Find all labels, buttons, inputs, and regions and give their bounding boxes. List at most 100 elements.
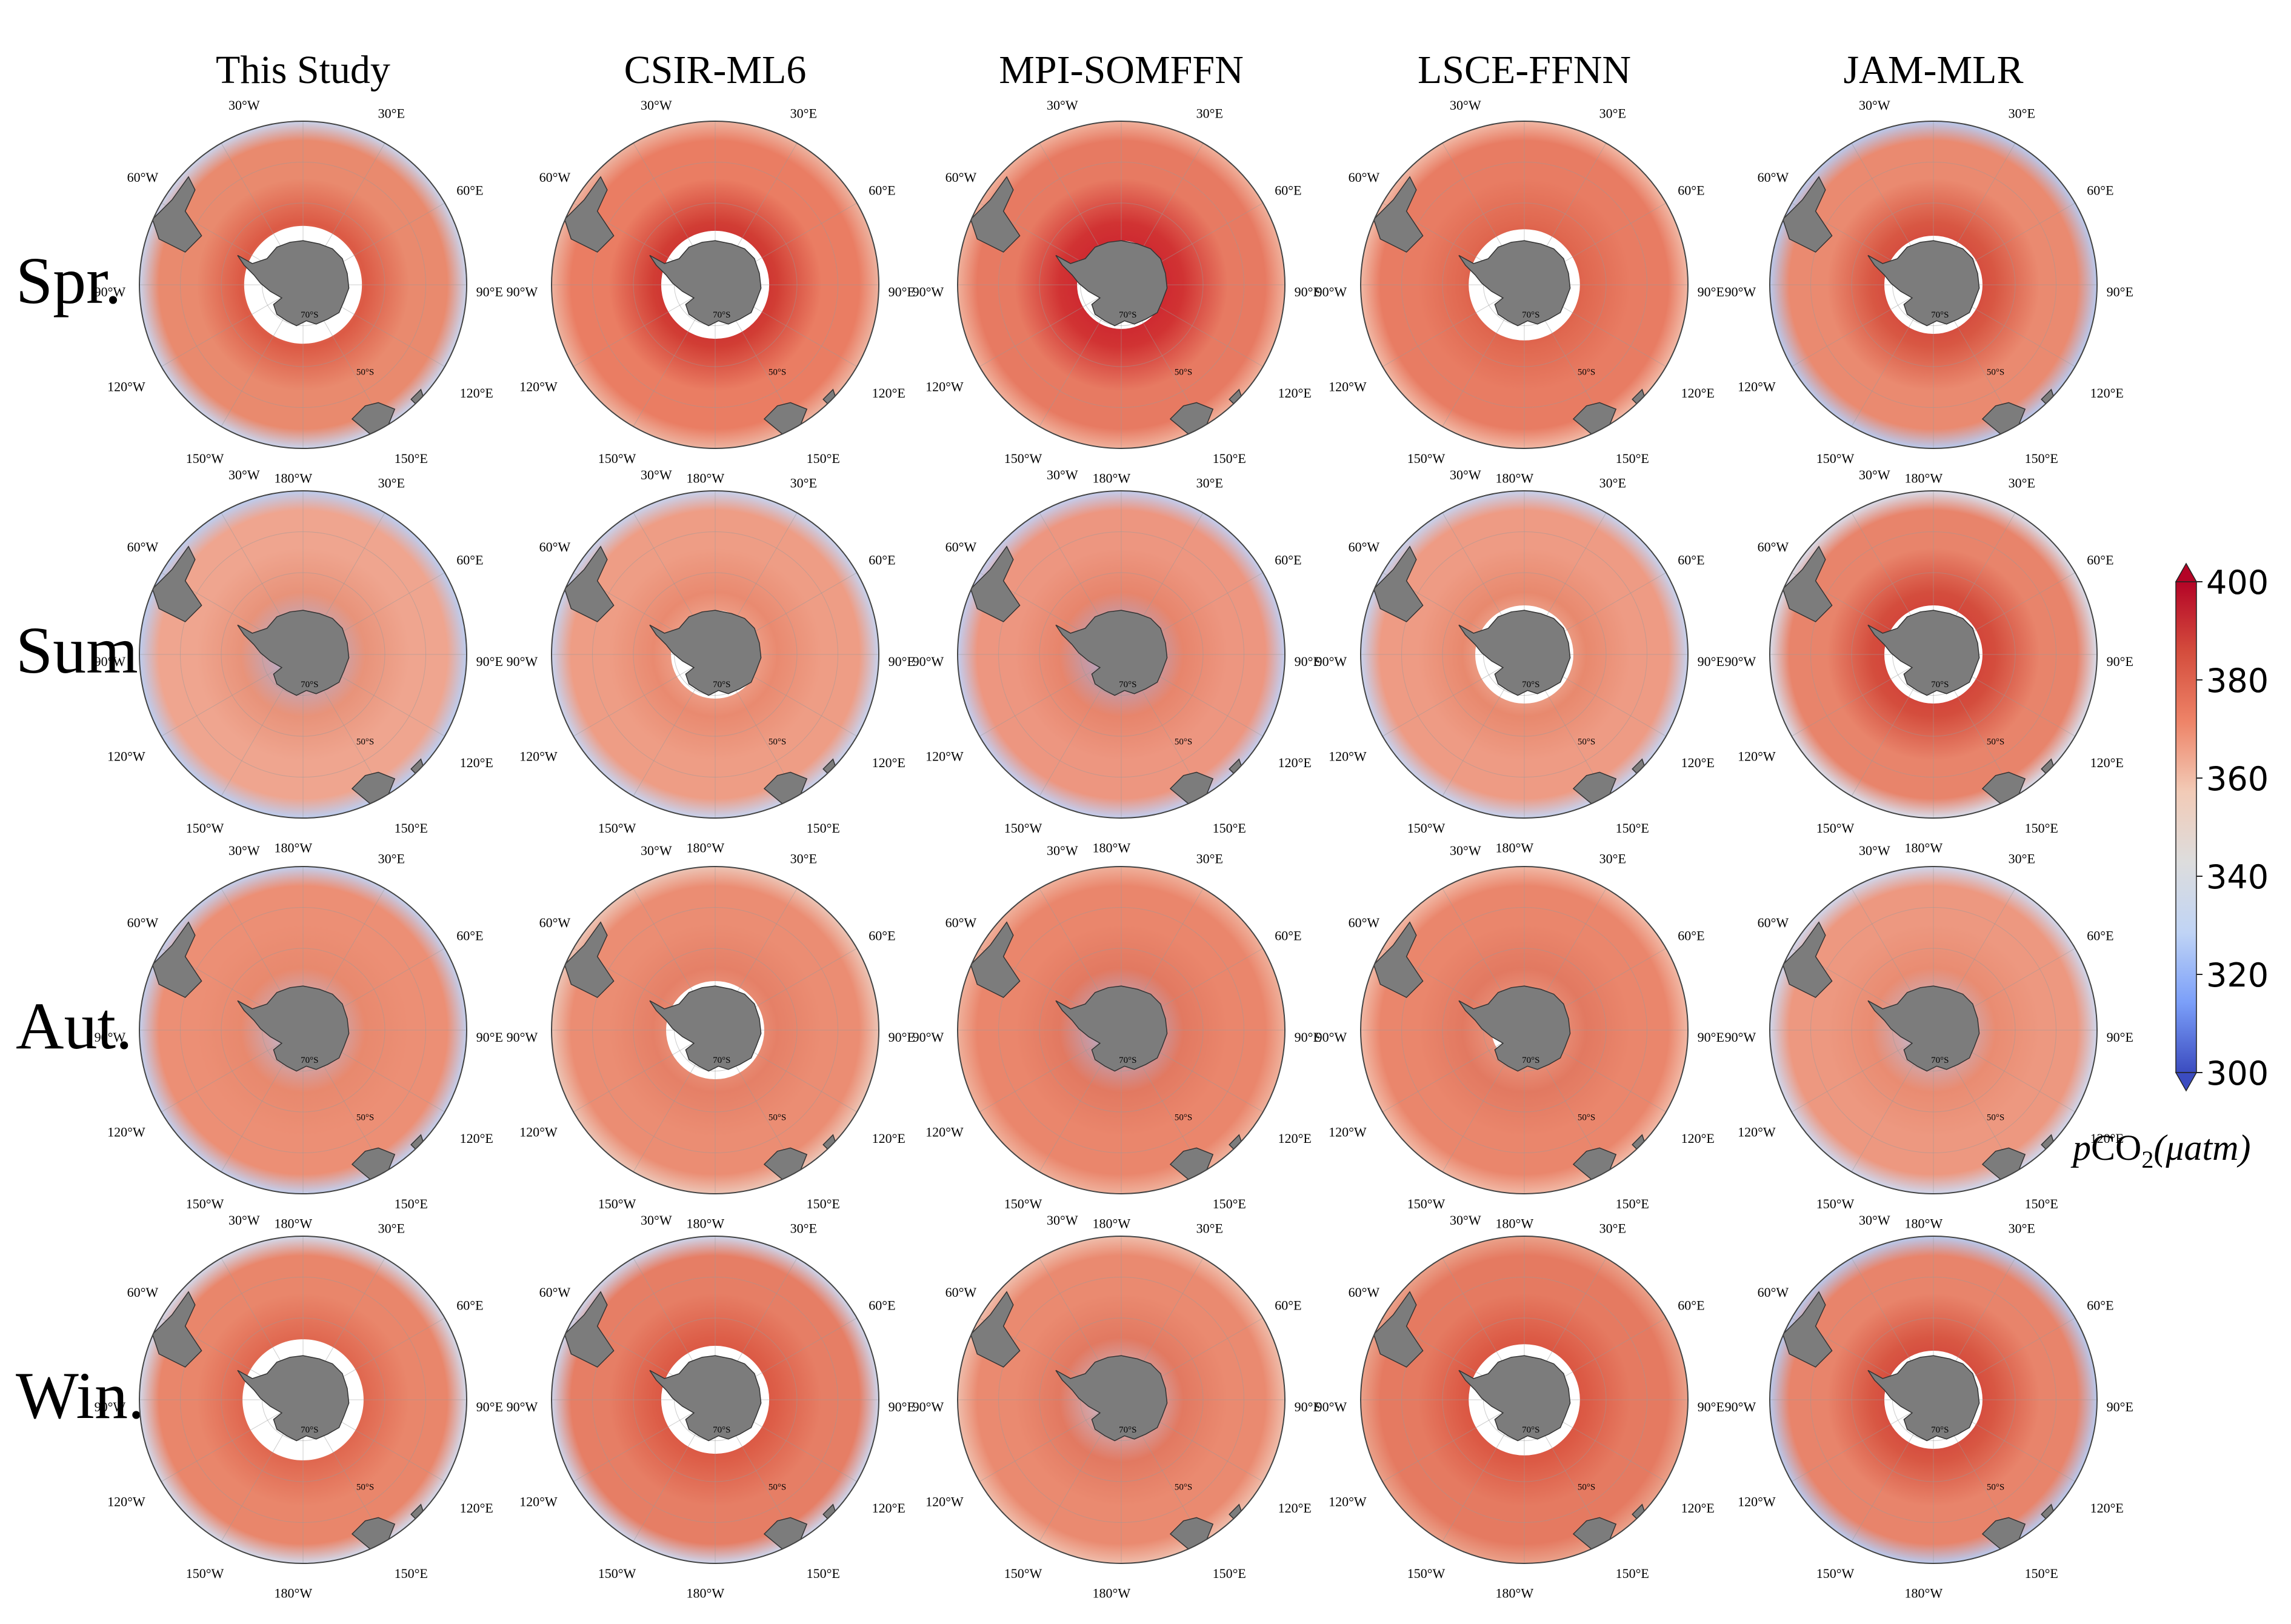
map-boundary [1769, 121, 2098, 449]
latitude-label: 50°S [1175, 737, 1192, 747]
antarctica-landmass [1867, 1355, 1980, 1442]
longitude-label: 150°W [1407, 1196, 1446, 1211]
longitude-label: 30°W [1859, 467, 1890, 482]
polar-map-svg: 30°W 30°E 60°W 60°E 90°W 90°E 120°W 120°E 150°W 1… [1316, 1213, 1724, 1601]
longitude-label: 90°W [1316, 1030, 1347, 1045]
longitude-label: 180°W [275, 471, 313, 486]
longitude-label: 120°E [1681, 1131, 1715, 1146]
polar-map-svg: 30°W 30°E 60°W 60°E 90°W 90°E 120°W 120°E 150°W 1… [1725, 467, 2133, 856]
longitude-label: 120°E [872, 1131, 905, 1146]
antarctica-landmass [649, 610, 762, 696]
colorbar-tick-label: 400 [2206, 564, 2269, 602]
south-america-landmass [152, 1291, 202, 1368]
polar-map-svg: 30°W 30°E 60°W 60°E 90°W 90°E 120°W 120°E 150°W 1… [913, 467, 1321, 856]
longitude-label: 30°E [1196, 1221, 1223, 1236]
longitude-label: 120°E [1681, 1500, 1715, 1516]
longitude-label: 180°W [1496, 1216, 1534, 1231]
longitude-label: 90°W [913, 284, 944, 299]
longitude-label: 60°E [1275, 552, 1301, 567]
longitude-label: 60°W [127, 1285, 159, 1300]
longitude-label: 120°W [1329, 748, 1367, 764]
polar-map: 30°W 30°E 60°W 60°E 90°W 90°E 120°W 120°E 150°W 1… [507, 824, 921, 1236]
south-america-landmass [970, 176, 1021, 253]
antarctica-landmass [1458, 240, 1571, 327]
longitude-label: 150°E [807, 1566, 840, 1581]
south-america-landmass [970, 1291, 1021, 1368]
longitude-label: 30°E [378, 106, 405, 121]
map-boundary [1769, 490, 2098, 819]
longitude-label: 150°E [1616, 820, 1649, 836]
longitude-label: 30°W [1450, 98, 1481, 113]
longitude-label: 90°E [889, 284, 915, 299]
map-boundary [1769, 1236, 2098, 1564]
longitude-label: 90°W [913, 1030, 944, 1045]
latitude-label: 50°S [1175, 1483, 1192, 1493]
polar-map: 30°W 30°E 60°W 60°E 90°W 90°E 120°W 120°E 150°W 1… [95, 1194, 509, 1606]
polar-map-svg: 30°W 30°E 60°W 60°E 90°W 90°E 120°W 120°E 150°W 1… [95, 467, 503, 856]
longitude-label: 30°E [1599, 851, 1626, 867]
longitude-label: 150°W [598, 820, 636, 836]
south-america-landmass [1373, 921, 1424, 998]
longitude-label: 60°E [869, 182, 895, 198]
longitude-label: 90°E [1698, 284, 1724, 299]
south-america-landmass [970, 921, 1021, 998]
map-boundary [551, 866, 879, 1194]
longitude-label: 90°E [476, 1399, 503, 1414]
longitude-label: 180°W [1093, 840, 1131, 856]
latitude-label: 50°S [356, 1113, 374, 1123]
longitude-label: 30°W [641, 98, 672, 113]
latitude-label: 50°S [1987, 1113, 2004, 1123]
longitude-label: 30°E [1599, 106, 1626, 121]
polar-map-svg: 30°W 30°E 60°W 60°E 90°W 90°E 120°W 120°E 150°W 1… [507, 98, 915, 486]
map-boundary [139, 121, 467, 449]
map-boundary [551, 121, 879, 449]
longitude-label: 180°W [687, 471, 725, 486]
polar-map: 30°W 30°E 60°W 60°E 90°W 90°E 120°W 120°E 150°W 1… [913, 79, 1327, 491]
polar-map: 30°W 30°E 60°W 60°E 90°W 90°E 120°W 120°E 150°W 1… [1725, 79, 2139, 491]
longitude-label: 90°W [913, 1399, 944, 1414]
colorbar-title-main: CO [2091, 1128, 2142, 1168]
longitude-label: 30°W [641, 1213, 672, 1228]
longitude-label: 30°W [1450, 467, 1481, 482]
longitude-label: 90°W [1725, 654, 1756, 669]
longitude-label: 30°E [790, 106, 817, 121]
polar-map-svg: 30°W 30°E 60°W 60°E 90°W 90°E 120°W 120°E 150°W 1… [1725, 98, 2133, 486]
polar-map-svg: 30°W 30°E 60°W 60°E 90°W 90°E 120°W 120°E 150°W 1… [913, 98, 1321, 486]
longitude-label: 180°W [275, 1216, 313, 1231]
map-boundary [139, 490, 467, 819]
latitude-label: 50°S [1175, 1113, 1192, 1123]
latitude-label: 70°S [301, 310, 318, 320]
latitude-label: 70°S [713, 310, 730, 320]
longitude-label: 150°E [395, 820, 428, 836]
colorbar-title-prefix: p [2073, 1128, 2091, 1168]
longitude-label: 120°W [107, 1124, 145, 1139]
longitude-label: 180°W [1093, 471, 1131, 486]
colorbar-extend-min [2175, 1072, 2198, 1092]
longitude-label: 90°W [95, 284, 126, 299]
column-title: LSCE-FFNN [1417, 48, 1632, 92]
column-title: MPI-SOMFFN [999, 48, 1244, 92]
longitude-label: 60°W [945, 539, 977, 554]
longitude-label: 60°E [456, 552, 483, 567]
longitude-label: 90°E [476, 284, 503, 299]
longitude-label: 30°E [1196, 851, 1223, 867]
south-america-landmass [1373, 176, 1424, 253]
longitude-label: 90°W [507, 1399, 538, 1414]
longitude-label: 120°E [872, 1500, 905, 1516]
latitude-label: 70°S [301, 1056, 318, 1065]
longitude-label: 90°E [476, 1030, 503, 1045]
longitude-label: 60°W [1349, 539, 1380, 554]
longitude-label: 150°W [1816, 451, 1855, 466]
polar-map: 30°W 30°E 60°W 60°E 90°W 90°E 120°W 120°E 150°W 1… [1725, 448, 2139, 860]
latitude-label: 70°S [1931, 1056, 1949, 1065]
longitude-label: 180°W [1496, 840, 1534, 856]
longitude-label: 120°E [1278, 1500, 1312, 1516]
longitude-label: 30°W [228, 98, 260, 113]
south-america-landmass [564, 545, 615, 622]
longitude-label: 120°W [107, 379, 145, 394]
south-america-landmass [1373, 1291, 1424, 1368]
antarctica-landmass [649, 1355, 762, 1442]
latitude-label: 50°S [1578, 1483, 1595, 1493]
longitude-label: 30°E [378, 851, 405, 867]
longitude-label: 90°E [889, 1030, 915, 1045]
